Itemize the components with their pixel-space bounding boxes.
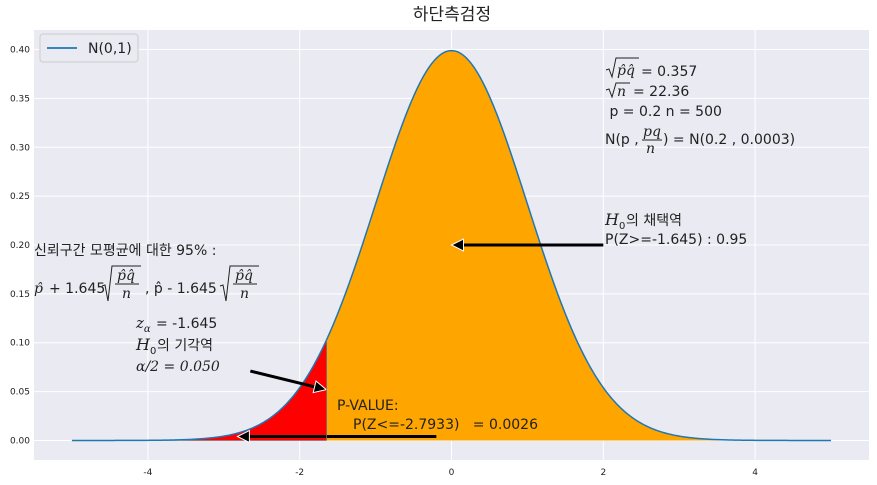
arrow-head [450, 238, 464, 252]
ci-plus-term: + 1.645 [49, 281, 105, 297]
x-tick-label: -4 [143, 468, 152, 478]
h0-symbol: H0 [604, 210, 625, 232]
z-alpha-symbol: zα [135, 314, 151, 335]
rejection-annotation: zα = -1.645 H0 의 기각역 α/2 = 0.050 [135, 314, 220, 375]
sqrt-pq-expression: p̂q̂ = 0.357 [605, 57, 697, 80]
accept-probability: P(Z>=-1.645) : 0.95 [605, 232, 747, 248]
radical-sign [219, 265, 259, 302]
fraction-denominator: n [240, 286, 249, 302]
plot-area [34, 30, 869, 460]
ci-minus-term: , p̂ - 1.645 [145, 281, 217, 297]
p-hat-symbol: p̂ [34, 281, 43, 297]
y-tick-label: 0.30 [10, 143, 30, 153]
n-symbol: n [617, 84, 626, 100]
x-tick-label: 0 [449, 468, 455, 478]
y-tick-label: 0.00 [10, 436, 30, 446]
p-value-label: P-VALUE: [337, 398, 399, 414]
sqrt-pq-value: = 0.357 [641, 64, 697, 80]
radical-sign [605, 82, 630, 99]
h0-reject-label: 의 기각역 [157, 338, 213, 354]
y-tick-label: 0.35 [10, 94, 30, 104]
x-tick-label: 4 [752, 468, 758, 478]
p-value-annotation: P-VALUE: P(Z<=-2.7933) = 0.0026 [337, 398, 538, 433]
acceptance-annotation: H0 의 채택역 P(Z>=-1.645) : 0.95 [604, 210, 747, 248]
alpha-value: α/2 = 0.050 [136, 359, 220, 375]
y-tick-label: 0.40 [10, 46, 30, 56]
y-tick-label: 0.15 [10, 290, 30, 300]
fraction-denominator: n [646, 141, 655, 157]
normal-prefix: N(p , [605, 132, 639, 148]
fraction-denominator: n [122, 286, 131, 302]
legend-box [39, 33, 139, 63]
normal-curve-line [71, 49, 832, 442]
radical-sign [605, 57, 639, 79]
sqrt-n-expression: n = 22.36 [605, 82, 689, 100]
y-tick-label: 0.05 [10, 388, 30, 398]
normal-suffix: ) = N(0.2 , 0.0003) [663, 132, 795, 148]
x-tick-label: 2 [600, 468, 606, 478]
annotation-arrows [236, 238, 604, 444]
pq-hat-symbol: p̂q̂ [617, 63, 635, 79]
h0-symbol: H0 [135, 335, 156, 357]
arrow-head [236, 429, 250, 444]
x-tick-label: -2 [295, 468, 304, 478]
y-tick-label: 0.25 [10, 192, 30, 202]
p-n-values: p = 0.2 n = 500 [605, 104, 722, 120]
chart-title: 하단측검정 [413, 5, 491, 25]
z-alpha-value: = -1.645 [156, 316, 217, 332]
fraction-numerator: p̂q̂ [117, 268, 135, 284]
h0-accept-label: 의 채택역 [626, 213, 682, 229]
arrow-head [312, 380, 328, 394]
y-axis-ticks: 0.00 0.05 0.10 0.15 0.20 0.25 0.30 0.35 0.40 [10, 46, 30, 447]
arrow-shaft [249, 369, 315, 389]
acceptance-region [326, 50, 832, 441]
radical-sign [101, 265, 141, 302]
x-axis-ticks: -4 -2 0 2 4 [143, 468, 758, 478]
parameter-annotation: p̂q̂ = 0.357 n = 22.36 p = 0.2 n = 500 N… [605, 57, 795, 157]
y-tick-label: 0.10 [10, 339, 30, 349]
confidence-interval-annotation: 신뢰구간 모평균에 대한 95% : p̂ + 1.645 p̂q̂ n , p… [34, 243, 259, 302]
sqrt-n-value: = 22.36 [633, 84, 689, 100]
p-value-expression: P(Z<=-2.7933) = 0.0026 [353, 417, 538, 433]
ci-title: 신뢰구간 모평균에 대한 95% : [34, 243, 216, 259]
legend: N(0,1) [39, 33, 139, 63]
legend-label: N(0,1) [88, 41, 132, 57]
y-tick-label: 0.20 [10, 241, 30, 251]
fraction-numerator: p̂q̂ [235, 268, 253, 284]
fraction-numerator: pq [643, 124, 661, 140]
normal-approx-expression: N(p , pq n ) = N(0.2 , 0.0003) [605, 124, 795, 157]
